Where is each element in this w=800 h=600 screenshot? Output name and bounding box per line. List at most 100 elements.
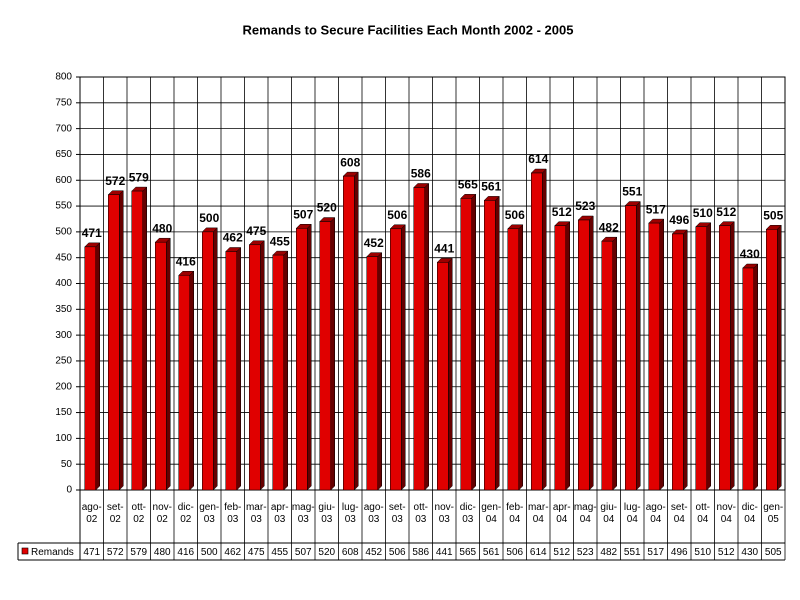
value-label: 507 xyxy=(293,207,313,221)
bar xyxy=(718,221,735,491)
y-tick-label: 800 xyxy=(55,72,72,83)
table-value: 496 xyxy=(671,547,688,558)
x-tick-label: giu-03 xyxy=(318,502,336,525)
x-tick-label: mag-03 xyxy=(291,502,315,525)
table-value: 572 xyxy=(107,547,124,558)
bar xyxy=(648,218,665,491)
value-label: 586 xyxy=(411,167,431,181)
x-tick-label: dic-04 xyxy=(741,502,758,525)
value-label: 506 xyxy=(387,208,407,222)
value-label: 551 xyxy=(622,185,642,199)
value-label: 614 xyxy=(528,152,548,166)
table-value: 520 xyxy=(318,547,335,558)
table-value: 430 xyxy=(741,547,758,558)
bar xyxy=(131,186,148,491)
table-value: 510 xyxy=(694,547,711,558)
x-tick-label: lug-03 xyxy=(341,502,359,525)
value-label: 510 xyxy=(693,206,713,220)
bar xyxy=(413,182,430,491)
value-label: 471 xyxy=(82,226,102,240)
x-tick-label: mar-04 xyxy=(527,502,549,525)
bar xyxy=(84,242,101,491)
bar xyxy=(366,252,383,491)
value-label: 512 xyxy=(552,205,572,219)
x-tick-label: set-02 xyxy=(106,502,124,525)
table-value: 523 xyxy=(577,547,594,558)
value-label: 416 xyxy=(176,254,196,268)
y-tick-label: 150 xyxy=(55,407,72,418)
x-tick-label: mag-04 xyxy=(573,502,597,525)
y-tick-label: 500 xyxy=(55,227,72,238)
table-value: 561 xyxy=(483,547,500,558)
table-value: 462 xyxy=(224,547,241,558)
x-tick-label: dic-02 xyxy=(177,502,194,525)
table-value: 416 xyxy=(177,547,194,558)
y-tick-label: 0 xyxy=(66,485,72,496)
value-label: 572 xyxy=(105,174,125,188)
y-tick-label: 600 xyxy=(55,175,72,186)
table-value: 565 xyxy=(459,547,476,558)
table-value: 507 xyxy=(295,547,312,558)
y-tick-label: 550 xyxy=(55,201,72,212)
x-tick-label: dic-03 xyxy=(459,502,476,525)
x-tick-label: apr-04 xyxy=(552,502,571,525)
y-tick-label: 450 xyxy=(55,252,72,263)
x-tick-label: set-03 xyxy=(388,502,406,525)
bar xyxy=(201,227,218,491)
bar xyxy=(695,222,712,491)
bar xyxy=(389,224,406,491)
value-label: 506 xyxy=(505,208,525,222)
value-label: 480 xyxy=(152,221,172,235)
table-value: 517 xyxy=(647,547,664,558)
value-label: 608 xyxy=(340,155,360,169)
bar xyxy=(624,200,641,491)
table-value: 505 xyxy=(765,547,782,558)
bar xyxy=(319,216,336,491)
bar xyxy=(507,224,524,491)
x-tick-label: feb-04 xyxy=(506,502,524,525)
value-label: 500 xyxy=(199,211,219,225)
table-value: 551 xyxy=(624,547,641,558)
table-value: 579 xyxy=(130,547,147,558)
bar xyxy=(295,223,312,491)
y-tick-label: 700 xyxy=(55,123,72,134)
bar xyxy=(671,229,688,491)
x-tick-label: giu-04 xyxy=(600,502,618,525)
x-tick-label: nov-02 xyxy=(152,502,172,525)
value-label: 561 xyxy=(481,180,501,194)
bar xyxy=(742,263,759,491)
y-tick-label: 750 xyxy=(55,97,72,108)
y-tick-label: 250 xyxy=(55,356,72,367)
bar xyxy=(765,224,782,491)
x-tick-label: ott-03 xyxy=(413,502,428,525)
bar xyxy=(601,236,618,491)
x-tick-label: ago-02 xyxy=(81,502,102,525)
x-tick-label: set-04 xyxy=(670,502,688,525)
y-tick-label: 100 xyxy=(55,433,72,444)
x-tick-label: feb-03 xyxy=(224,502,242,525)
value-label: 496 xyxy=(669,213,689,227)
y-tick-label: 300 xyxy=(55,330,72,341)
value-label: 455 xyxy=(270,234,290,248)
chart-title: Remands to Secure Facilities Each Month … xyxy=(243,22,574,37)
y-tick-label: 650 xyxy=(55,149,72,160)
y-tick-label: 350 xyxy=(55,304,72,315)
table-value: 482 xyxy=(600,547,617,558)
bar xyxy=(577,215,594,491)
table-value: 512 xyxy=(718,547,735,558)
bar xyxy=(248,240,265,491)
x-tick-label: nov-03 xyxy=(434,502,454,525)
value-label: 505 xyxy=(763,208,783,222)
y-tick-label: 400 xyxy=(55,278,72,289)
value-label: 523 xyxy=(575,199,595,213)
table-value: 441 xyxy=(436,547,453,558)
value-label: 475 xyxy=(246,224,266,238)
table-value: 614 xyxy=(530,547,547,558)
legend-swatch xyxy=(21,547,29,555)
x-tick-label: lug-04 xyxy=(623,502,641,525)
x-tick-label: ago-04 xyxy=(645,502,666,525)
x-tick-label: nov-04 xyxy=(716,502,736,525)
value-label: 579 xyxy=(129,170,149,184)
